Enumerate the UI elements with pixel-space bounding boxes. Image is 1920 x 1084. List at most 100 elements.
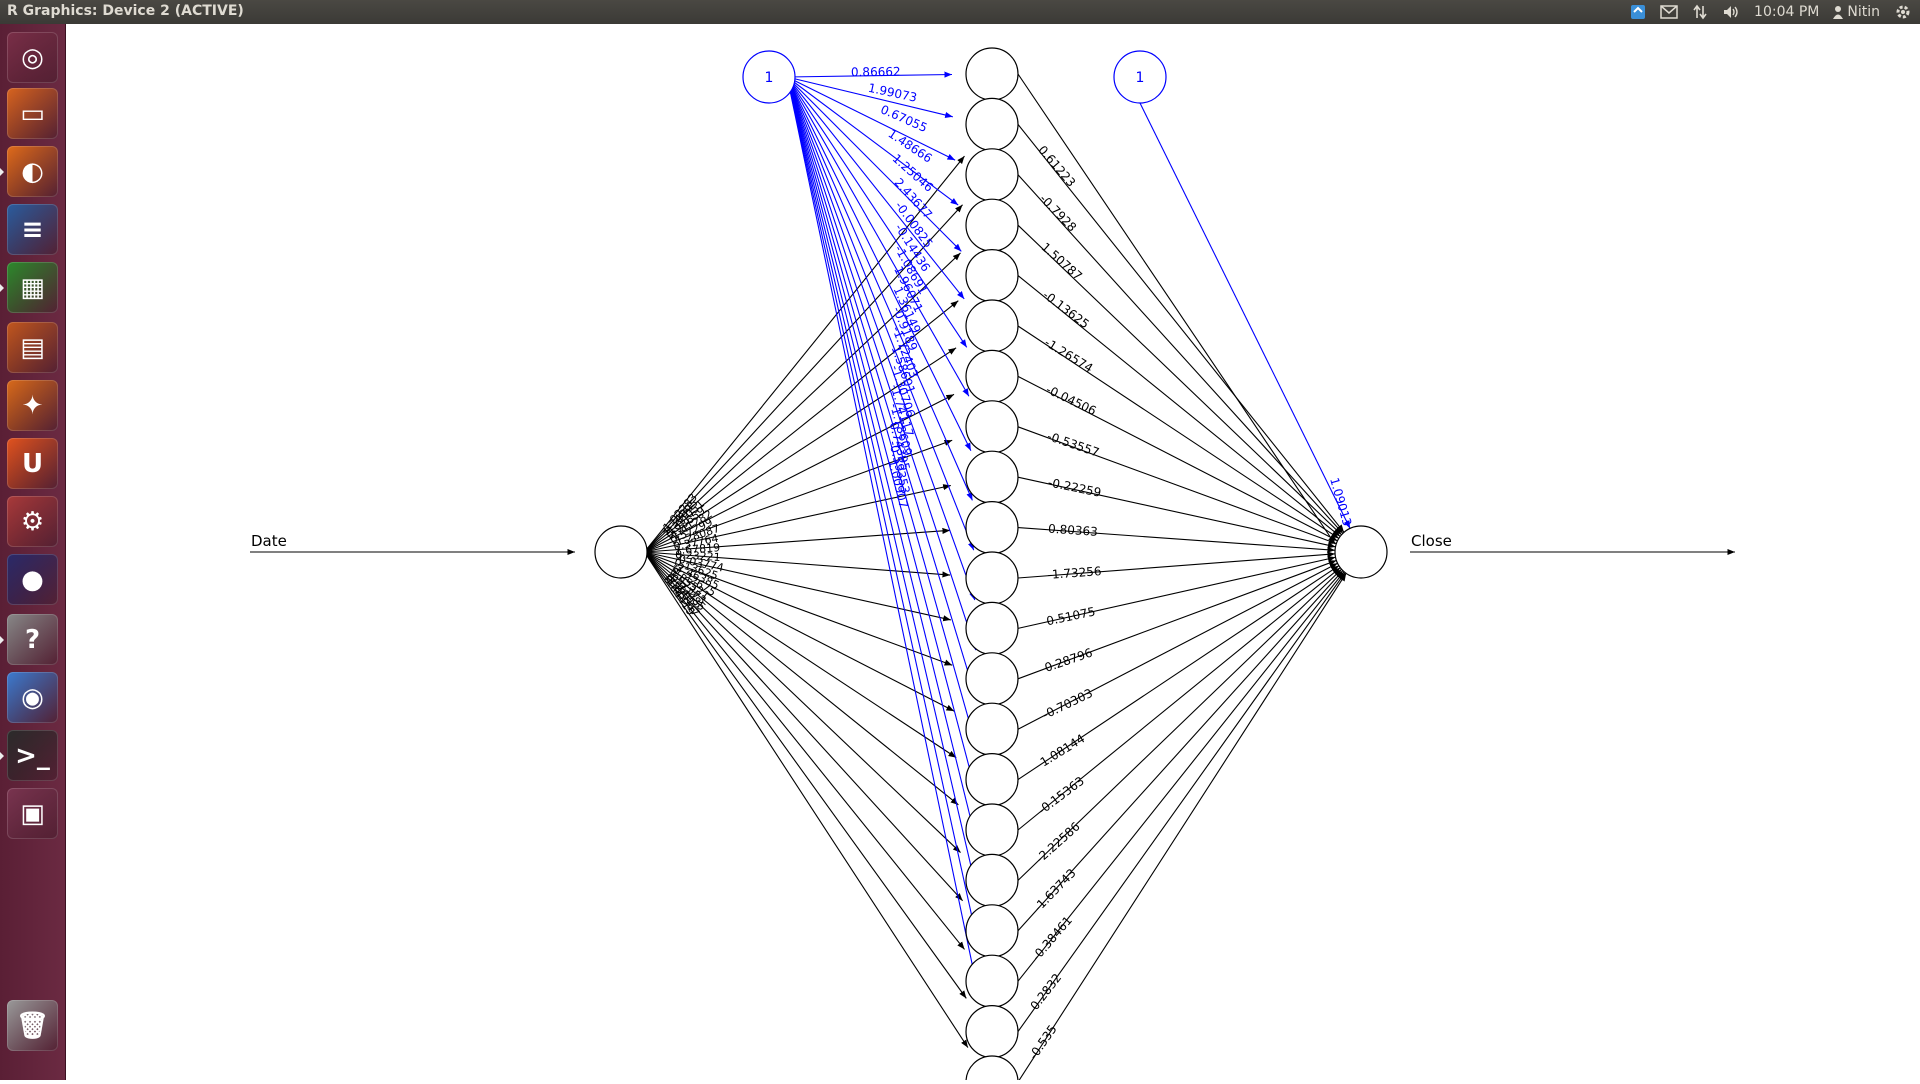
firefox-icon[interactable]: ◐: [7, 146, 58, 197]
hidden-output-weight-label: 0.61223: [1035, 143, 1078, 190]
impress-icon[interactable]: ▤: [7, 322, 58, 373]
hidden-output-weight-label: -0.535: [1026, 1022, 1060, 1062]
hidden-node: [965, 400, 1019, 454]
eclipse-icon[interactable]: ●: [7, 554, 58, 605]
hidden-output-weight-label: -0.22259: [1047, 475, 1103, 499]
hidden-output-edge: [1017, 573, 1347, 1083]
hidden-output-weight-label: -1.63743: [1031, 866, 1079, 914]
hidden-output-edge: [1017, 571, 1345, 982]
bias-node-label: 1: [765, 70, 774, 86]
input-hidden-edge: [644, 551, 959, 806]
bias-hidden-edge: [786, 76, 981, 902]
bias-node-label: 1: [1136, 70, 1145, 86]
bias-node: [742, 50, 796, 104]
hidden-node: [965, 904, 1019, 958]
chromium-icon[interactable]: ◉: [7, 672, 58, 723]
hidden-output-weight-label: -0.7928: [1037, 192, 1079, 235]
hidden-node: [965, 501, 1019, 555]
clock[interactable]: 10:04 PM: [1754, 4, 1820, 20]
network-icon[interactable]: [1692, 4, 1708, 20]
input-hidden-edge: [644, 551, 957, 759]
hidden-node: [965, 702, 1019, 756]
hidden-node: [965, 601, 1019, 656]
input-node: [594, 525, 648, 579]
system-settings-icon[interactable]: ⚙: [7, 496, 58, 547]
terminal-icon[interactable]: >_: [7, 730, 58, 781]
session-gear-icon[interactable]: [1894, 3, 1912, 21]
dash-home-icon[interactable]: ◎: [7, 32, 58, 83]
software-center-icon[interactable]: ✦: [7, 380, 58, 431]
hidden-output-edge: [1017, 565, 1340, 781]
ubuntu-one-icon[interactable]: U: [7, 438, 58, 489]
hidden-output-weight-label: -0.70303: [1040, 686, 1095, 722]
input-hidden-edge: [643, 551, 965, 950]
hidden-output-weight-label: -2.22586: [1033, 819, 1083, 865]
hidden-output-edge: [1017, 174, 1344, 534]
hidden-output-edge: [1017, 551, 1336, 579]
bias-hidden-edge: [786, 76, 981, 952]
hidden-output-edge: [1017, 224, 1342, 536]
bias-hidden-edge: [786, 76, 982, 1002]
input-hidden-edge: [644, 551, 955, 712]
bias-hidden-edge: [787, 71, 953, 78]
hidden-output-weight-label: 0.51075: [1045, 604, 1096, 628]
update-icon[interactable]: [1630, 4, 1646, 20]
input-hidden-edge: [644, 393, 955, 553]
hidden-output-edge: [1017, 562, 1338, 730]
hidden-output-weight-label: -0.15363: [1035, 774, 1087, 818]
workspace-switcher-icon[interactable]: ▣: [7, 788, 58, 839]
user-menu[interactable]: Nitin: [1833, 4, 1880, 20]
bias-hidden-edge: [786, 76, 962, 252]
hidden-output-edge: [1017, 476, 1336, 549]
ubuntu-one-icon-glyph: U: [21, 448, 44, 479]
bias-hidden-edge: [786, 76, 973, 501]
hidden-output-edge: [1017, 275, 1341, 537]
hidden-output-edge: [1017, 124, 1345, 533]
hidden-node: [965, 803, 1019, 857]
hidden-output-edge: [1017, 375, 1338, 542]
input-hidden-edge: [644, 484, 951, 553]
hidden-node: [965, 652, 1019, 706]
help-icon[interactable]: ?: [7, 614, 58, 665]
hidden-output-weight-label: 0.2832: [1028, 971, 1065, 1013]
eclipse-icon-glyph: ●: [21, 564, 44, 595]
calc-icon-glyph: ▦: [20, 272, 45, 303]
hidden-output-edge: [1017, 426, 1337, 545]
volume-icon[interactable]: [1722, 4, 1740, 20]
firefox-icon-glyph: ◐: [21, 156, 44, 187]
files-icon-glyph: ▭: [20, 98, 45, 129]
hidden-output-edge: [1017, 555, 1336, 629]
running-indicator: [0, 284, 4, 292]
bias-hidden-edge: [786, 76, 976, 601]
hidden-node: [965, 752, 1019, 807]
hidden-node: [965, 249, 1019, 303]
input-hidden-edge: [644, 551, 961, 853]
bias-hidden-edge: [786, 76, 972, 451]
hidden-output-weight-label: 0.80363: [1048, 522, 1098, 539]
hidden-node: [965, 1055, 1019, 1084]
writer-icon[interactable]: ≡: [7, 204, 58, 255]
bias-hidden-edge: [786, 76, 959, 206]
mail-icon[interactable]: [1660, 5, 1678, 19]
writer-icon-glyph: ≡: [21, 214, 44, 245]
hidden-node: [965, 853, 1019, 908]
user-icon: [1833, 5, 1844, 19]
output-label: Close: [1411, 532, 1452, 550]
input-hidden-edge: [643, 204, 963, 553]
trash-icon[interactable]: 🗑: [7, 1000, 58, 1051]
hidden-output-weight-label: -1.73256: [1047, 564, 1102, 582]
launcher: ◎ ▭ ◐ ≡ ▦ ▤ ✦ U ⚙ ●? ◉ >_ ▣ 🗑: [0, 24, 66, 1080]
files-icon[interactable]: ▭: [7, 88, 58, 139]
calc-icon[interactable]: ▦: [7, 262, 58, 313]
system-tray: 10:04 PM Nitin: [1630, 0, 1912, 24]
neural-network-plot: -1.922831.34895-1.640510.93659-1.412820.…: [250, 47, 1735, 1084]
hidden-output-edge: [1017, 567, 1341, 831]
input-hidden-edge: [644, 527, 951, 553]
running-indicator: [0, 752, 4, 760]
hidden-node: [965, 954, 1019, 1008]
input-hidden-edge: [644, 551, 951, 622]
hidden-output-edge: [1017, 570, 1344, 932]
bias-hidden-edge: [786, 76, 979, 751]
bias-hidden-edge: [786, 76, 980, 801]
help-icon-glyph: ?: [24, 624, 41, 655]
